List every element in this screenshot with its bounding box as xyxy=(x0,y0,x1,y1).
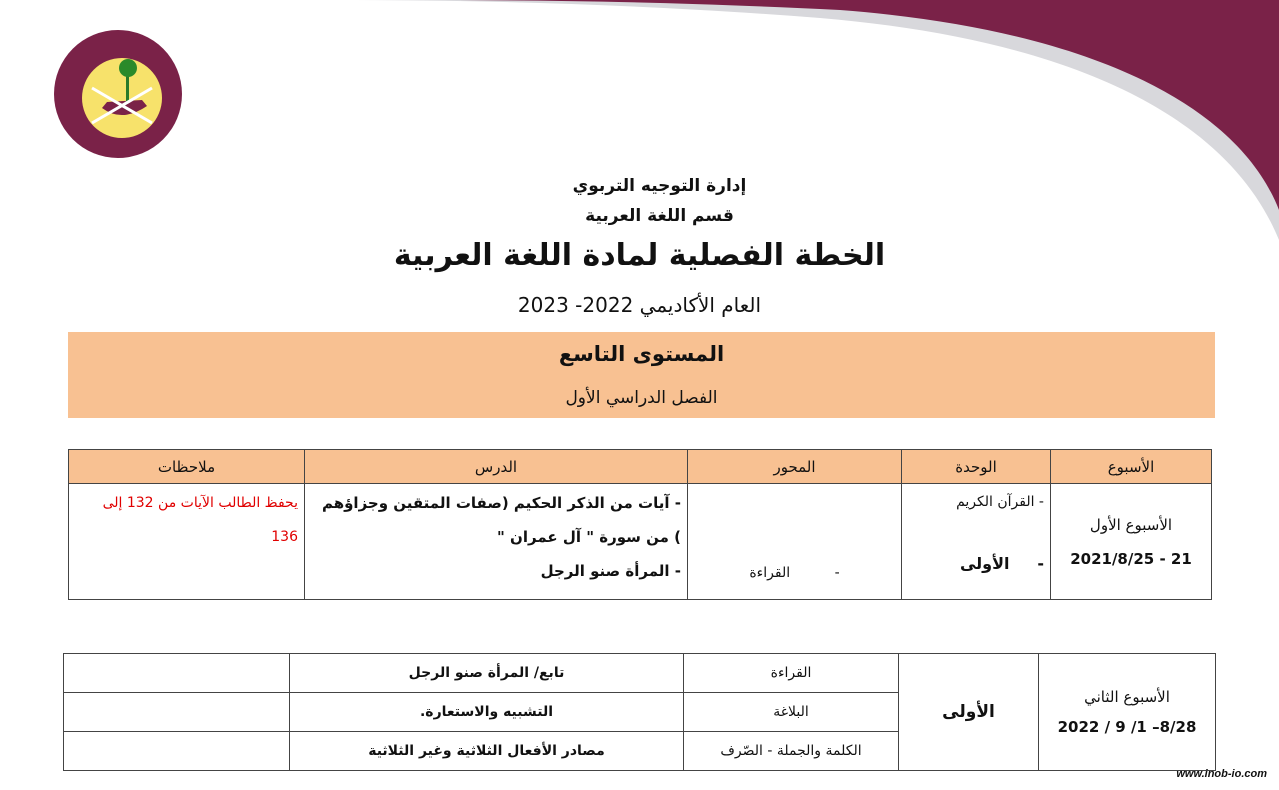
unit-cell: الأولى xyxy=(898,653,1039,771)
section-name: قسم اللغة العربية xyxy=(585,206,734,226)
level-banner: المستوى التاسع xyxy=(68,332,1215,380)
table-row: الأسبوع الثاني 8/28– 1/ 9 / 2022 الأولى … xyxy=(63,653,1216,771)
header-unit: الوحدة xyxy=(901,449,1051,484)
academic-year: العام الأكاديمي 2022- 2023 xyxy=(517,293,762,317)
week-cell: الأسبوع الثاني 8/28– 1/ 9 / 2022 xyxy=(1038,653,1216,771)
header-notes: ملاحظات xyxy=(68,449,305,484)
week2-table: الأسبوع الثاني 8/28– 1/ 9 / 2022 الأولى … xyxy=(63,653,1216,771)
lesson-cell: - آيات من الذكر الحكيم (صفات المتقين وجز… xyxy=(304,483,688,600)
watermark: www.inob-io.com xyxy=(1176,768,1267,780)
axis-cell: - القراءة xyxy=(687,483,902,600)
notes-cell xyxy=(63,653,290,693)
week-label: الأسبوع الأول xyxy=(1089,515,1173,534)
unit-item: - القرآن الكريم xyxy=(956,494,1044,510)
header-week: الأسبوع xyxy=(1050,449,1212,484)
lesson-cell: تابع/ المرأة صنو الرجل xyxy=(289,653,684,693)
week-dates: 21 - 2021/8/25 xyxy=(1070,549,1192,568)
lesson-cell: مصادر الأفعال الثلاثية وغير الثلاثية xyxy=(289,731,684,771)
header-swoosh xyxy=(330,0,1279,240)
week-dates: 8/28– 1/ 9 / 2022 xyxy=(1057,718,1197,736)
notes-cell xyxy=(63,731,290,771)
table-row: الكلمة والجملة - الصّرف مصادر الأفعال ال… xyxy=(63,731,1216,771)
table-header-row: الأسبوع الوحدة المحور الدرس ملاحظات xyxy=(68,449,1212,484)
week-label: الأسبوع الثاني xyxy=(1084,688,1170,706)
unit-cell: - القرآن الكريم - الأولى xyxy=(901,483,1051,600)
lesson-cell: التشبيه والاستعارة. xyxy=(289,692,684,732)
qatar-ministry-logo xyxy=(54,30,182,158)
header-lesson: الدرس xyxy=(304,449,688,484)
week-cell: الأسبوع الأول 21 - 2021/8/25 xyxy=(1050,483,1212,600)
notes-cell: يحفظ الطالب الآيات من 132 إلى 136 xyxy=(68,483,305,600)
axis-cell: الكلمة والجملة - الصّرف xyxy=(683,731,899,771)
table-row: الأسبوع الأول 21 - 2021/8/25 - القرآن ال… xyxy=(68,483,1212,600)
lesson-item: - المرأة صنو الرجل xyxy=(540,562,681,580)
axis-cell: البلاغة xyxy=(683,692,899,732)
notes-cell xyxy=(63,692,290,732)
unit-item: - الأولى xyxy=(959,554,1044,573)
department-name: إدارة التوجيه التربوي xyxy=(572,176,747,196)
semester-banner: الفصل الدراسي الأول xyxy=(68,380,1215,418)
week1-table: الأسبوع الوحدة المحور الدرس ملاحظات الأس… xyxy=(68,449,1212,600)
axis-cell: القراءة xyxy=(683,653,899,693)
lesson-item: - آيات من الذكر الحكيم (صفات المتقين وجز… xyxy=(321,494,681,546)
header-axis: المحور xyxy=(687,449,902,484)
page-title: الخطة الفصلية لمادة اللغة العربية xyxy=(393,238,886,273)
